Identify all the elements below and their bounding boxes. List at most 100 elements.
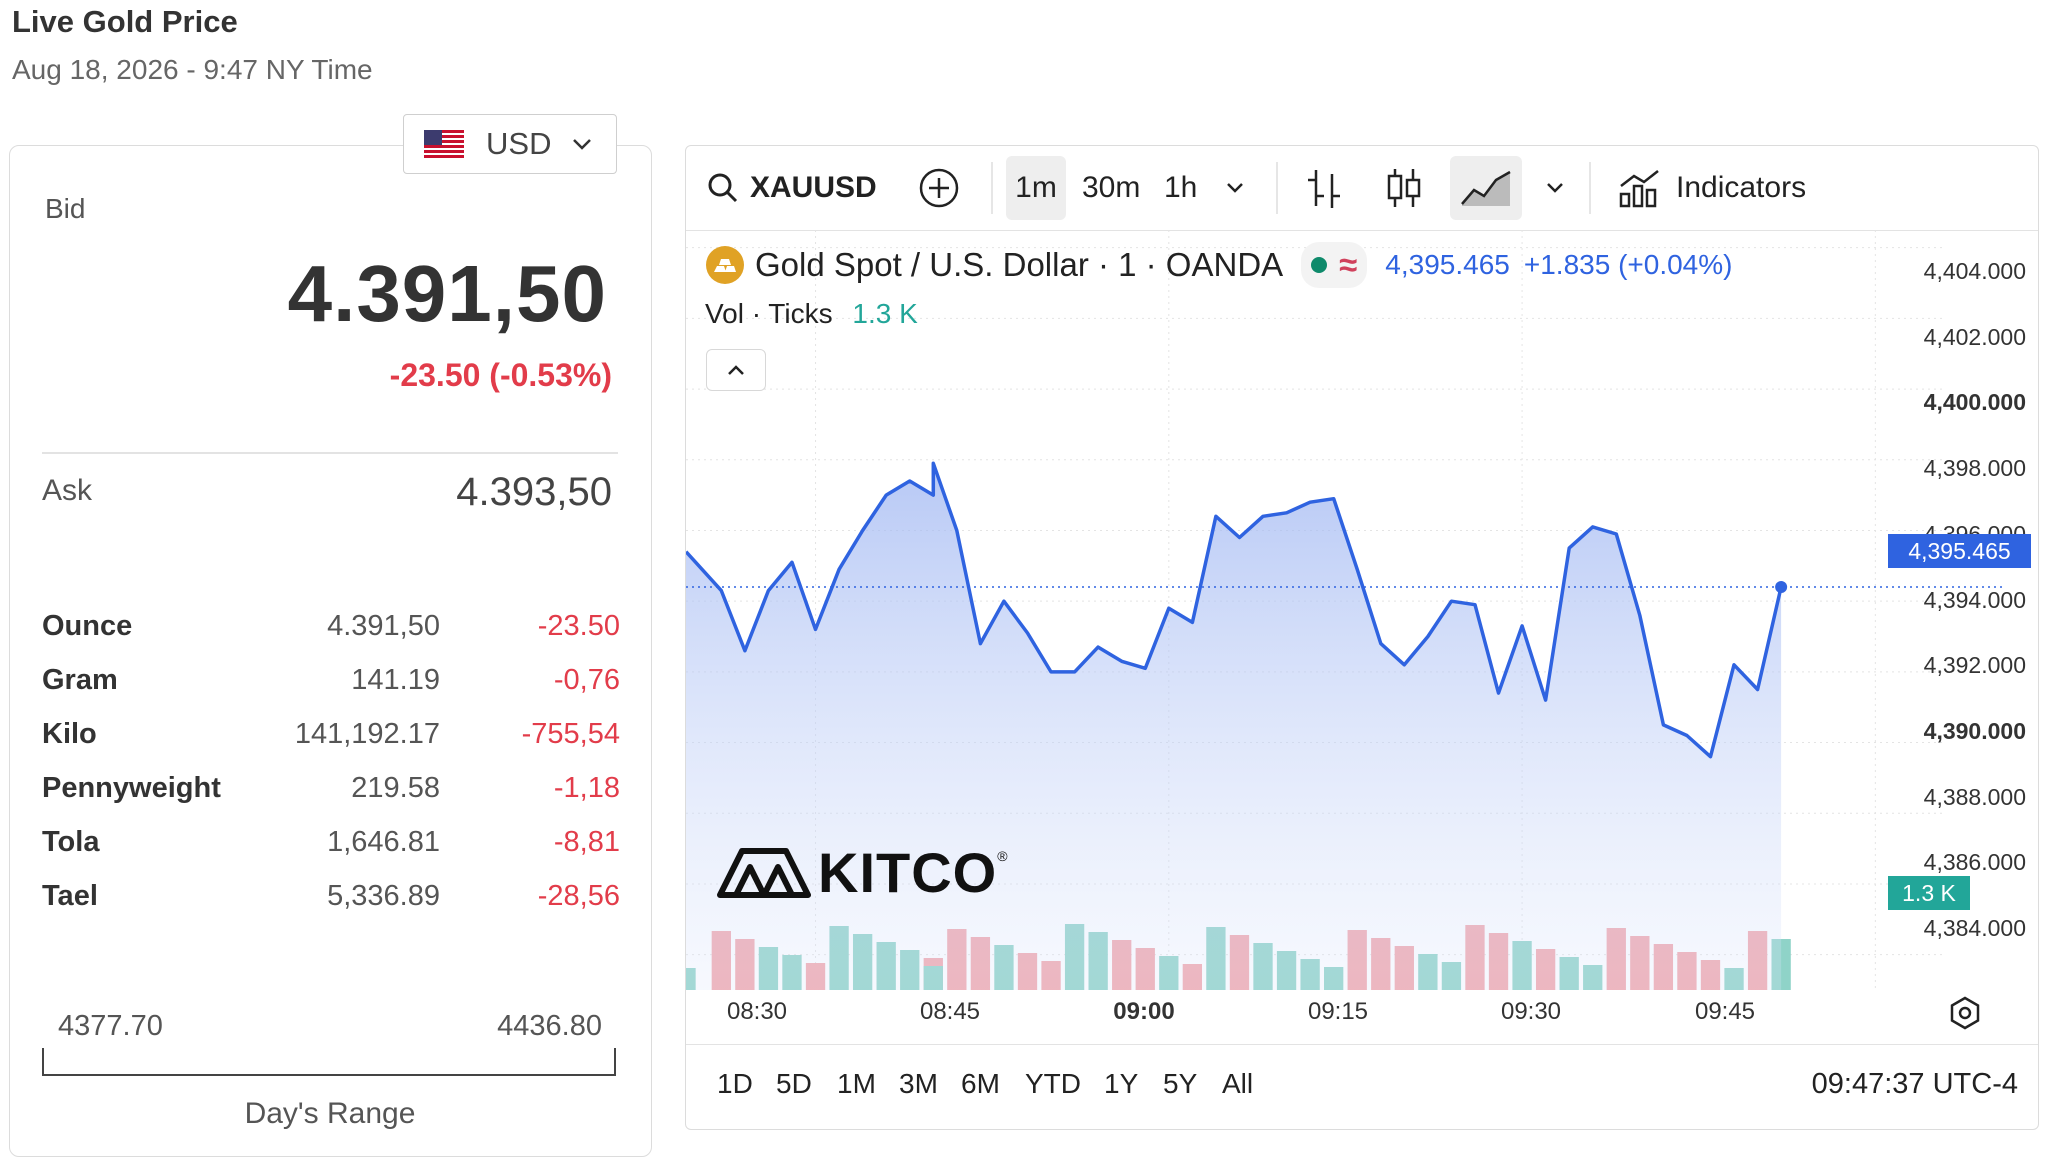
volume-legend-label: Vol · Ticks	[705, 298, 833, 329]
y-tick: 4,392.000	[1923, 652, 2026, 678]
interval-1m[interactable]: 1m	[1006, 156, 1066, 220]
settings-hexagon-icon	[1950, 996, 1980, 1030]
chart-toolbar: XAUUSD 1m 30m 1h	[686, 146, 2038, 231]
unit-price: 141,192.17	[294, 718, 440, 750]
collapse-legend-button[interactable]	[706, 349, 766, 391]
range-3m[interactable]: 3M	[899, 1068, 938, 1099]
price-chart[interactable]	[686, 230, 2038, 1044]
unit-row: Tael 5,336.89 -28,56	[42, 880, 620, 928]
chevron-down-icon	[1227, 183, 1243, 193]
bottom-bar	[686, 1044, 2038, 1130]
currency-code: USD	[486, 126, 552, 161]
day-range-label: Day's Range	[244, 1097, 416, 1130]
x-tick: 09:30	[1500, 998, 1562, 1025]
bars-style-button[interactable]	[1304, 146, 1344, 230]
chart-legend: Gold Spot / U.S. Dollar · 1 · OANDA ≈ 4,…	[705, 242, 1732, 288]
unit-price: 141.19	[351, 664, 440, 696]
currency-select[interactable]: USD	[403, 114, 617, 174]
watermark-text: KITCO	[818, 841, 998, 904]
chevron-up-icon	[728, 365, 744, 375]
y-tick: 4,388.000	[1923, 784, 2026, 810]
x-tick: 09:00	[1113, 998, 1175, 1025]
legend-change: +1.835 (+0.04%)	[1523, 249, 1733, 280]
unit-name: Pennyweight	[42, 772, 221, 804]
y-tick: 4,384.000	[1923, 915, 2026, 941]
ask-label: Ask	[42, 474, 93, 507]
interval-30m[interactable]: 30m	[1082, 171, 1141, 204]
unit-row: Gram 141.19 -0,76	[42, 664, 620, 712]
unit-row: Pennyweight 219.58 -1,18	[42, 772, 620, 820]
price-line	[686, 461, 1783, 759]
unit-row: Kilo 141,192.17 -755,54	[42, 718, 620, 766]
symbol-label: XAUUSD	[750, 171, 877, 204]
range-1y[interactable]: 1Y	[1104, 1068, 1139, 1099]
chart-settings-button[interactable]	[1947, 995, 1983, 1036]
indicators-button[interactable]: Indicators	[1618, 146, 1806, 230]
delayed-icon: ≈	[1339, 246, 1358, 283]
registered-mark: ®	[997, 847, 1008, 864]
candles-style-button[interactable]	[1384, 146, 1424, 230]
divider	[42, 452, 618, 454]
x-tick: 08:30	[726, 998, 788, 1025]
range-5y[interactable]: 5Y	[1163, 1068, 1198, 1099]
unit-name: Gram	[42, 664, 118, 696]
range-all[interactable]: All	[1222, 1068, 1254, 1099]
symbol-search[interactable]: XAUUSD	[706, 146, 877, 230]
unit-change: -23.50	[537, 610, 620, 642]
y-tick: 4,394.000	[1923, 587, 2026, 613]
candlestick-icon	[1387, 169, 1421, 207]
unit-price: 5,336.89	[327, 880, 440, 912]
area-style-button[interactable]	[1450, 156, 1522, 220]
indicators-icon	[1619, 170, 1659, 208]
unit-change: -0,76	[553, 664, 620, 696]
market-open-dot	[1311, 257, 1328, 273]
unit-name: Tola	[42, 826, 100, 858]
last-price-tag: 4,395.465	[1888, 534, 2031, 568]
legend-title: Gold Spot / U.S. Dollar · 1 · OANDA	[755, 246, 1284, 283]
chart-clock: 09:47:37 UTC-4	[1811, 1068, 2018, 1100]
bid-value: 4.391,50	[287, 249, 607, 338]
range-1m[interactable]: 1M	[837, 1068, 876, 1099]
unit-name: Ounce	[42, 610, 133, 642]
range-high: 4436.80	[497, 1010, 602, 1042]
chart-style-dropdown[interactable]	[1544, 146, 1566, 230]
area-chart-icon	[1461, 170, 1511, 206]
last-price-dot	[1775, 581, 1788, 594]
unit-change: -755,54	[521, 718, 620, 750]
range-6m[interactable]: 6M	[961, 1068, 1000, 1099]
unit-name: Tael	[42, 880, 98, 912]
unit-row: Tola 1,646.81 -8,81	[42, 826, 620, 874]
toolbar-separator	[1589, 162, 1591, 214]
price-area	[686, 463, 1782, 990]
kitco-logo-icon	[717, 847, 811, 898]
toolbar-separator	[991, 162, 993, 214]
compare-button[interactable]	[918, 146, 960, 230]
gold-bars-icon	[706, 246, 744, 284]
volume-legend: Vol · Ticks 1.3 K	[705, 298, 918, 330]
page-title: Live Gold Price	[12, 4, 238, 39]
y-tick: 4,398.000	[1923, 455, 2026, 481]
legend-last: 4,395.465	[1385, 249, 1510, 280]
unit-change: -1,18	[553, 772, 620, 804]
bid-label: Bid	[45, 193, 86, 224]
interval-1h[interactable]: 1h	[1164, 171, 1198, 204]
y-tick: 4,400.000	[1923, 389, 2026, 415]
volume-tag: 1.3 K	[1888, 876, 1970, 910]
interval-dropdown[interactable]	[1224, 146, 1246, 230]
unit-price: 219.58	[351, 772, 440, 804]
range-1d[interactable]: 1D	[717, 1068, 753, 1099]
indicators-label: Indicators	[1676, 171, 1807, 204]
ask-value: 4.393,50	[456, 470, 612, 514]
search-icon	[708, 173, 738, 203]
kitco-watermark: KITCO ®	[716, 840, 1008, 905]
market-status[interactable]: ≈	[1301, 242, 1368, 288]
unit-change: -28,56	[537, 880, 620, 912]
range-ytd[interactable]: YTD	[1025, 1068, 1081, 1099]
y-tick: 4,390.000	[1923, 718, 2026, 744]
range-5d[interactable]: 5D	[776, 1068, 812, 1099]
volume-legend-value: 1.3 K	[852, 298, 918, 329]
range-low: 4377.70	[58, 1010, 163, 1042]
chevron-down-icon	[573, 139, 592, 150]
unit-change: -8,81	[553, 826, 620, 858]
us-flag-icon	[424, 130, 464, 158]
